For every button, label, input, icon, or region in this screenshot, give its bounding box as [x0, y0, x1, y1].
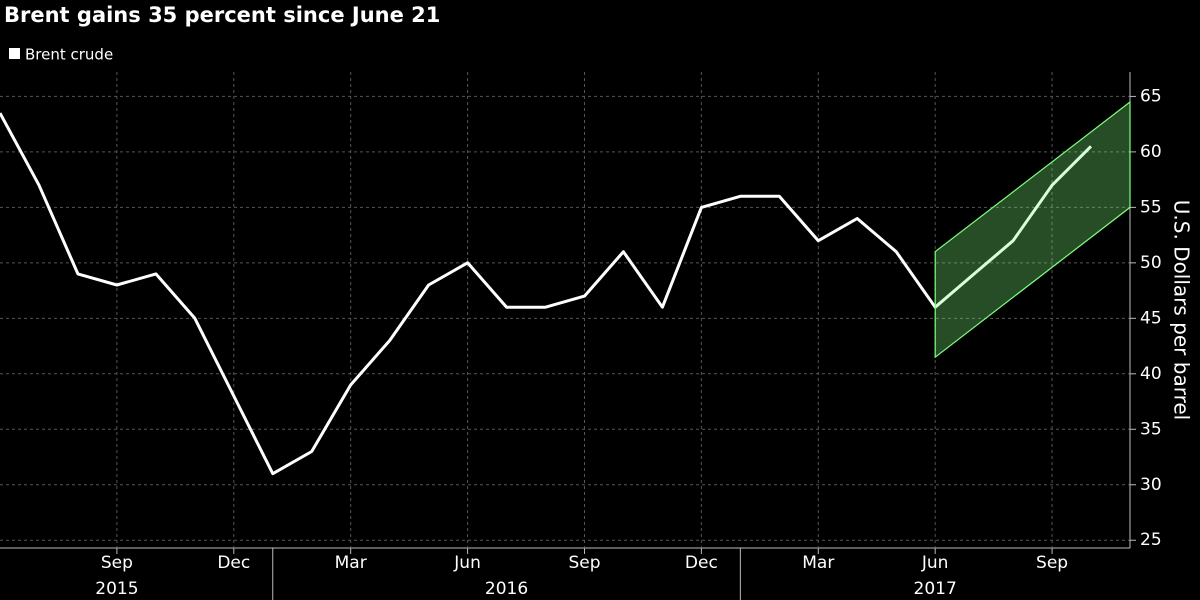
y-tick-label: 30: [1140, 475, 1162, 495]
legend-swatch: [9, 48, 20, 59]
x-tick-label: Sep: [101, 553, 133, 573]
x-tick-label: Jun: [453, 553, 481, 573]
legend-label: Brent crude: [25, 46, 113, 64]
x-tick-label: Sep: [568, 553, 600, 573]
x-tick-label: Sep: [1036, 553, 1068, 573]
y-tick-label: 45: [1140, 308, 1162, 328]
chart-title: Brent gains 35 percent since June 21: [4, 3, 440, 27]
y-tick-label: 50: [1140, 253, 1162, 273]
x-tick-label: Dec: [685, 553, 718, 573]
price-line: [0, 112, 1093, 476]
x-tick-label: Mar: [335, 553, 367, 573]
y-tick-label: 25: [1140, 530, 1162, 550]
y-axis-label: U.S. Dollars per barrel: [1170, 200, 1194, 420]
year-label: 2017: [914, 579, 957, 599]
y-tick-label: 65: [1140, 86, 1162, 106]
year-label: 2016: [485, 579, 528, 599]
y-tick-label: 35: [1140, 419, 1162, 439]
x-tick-label: Mar: [802, 553, 834, 573]
x-tick-label: Jun: [921, 553, 949, 573]
x-tick-label: Dec: [217, 553, 250, 573]
trend-channel: [934, 100, 1131, 359]
y-tick-label: 60: [1140, 142, 1162, 162]
y-tick-label: 55: [1140, 197, 1162, 217]
year-label: 2015: [95, 579, 138, 599]
y-tick-label: 40: [1140, 364, 1162, 384]
